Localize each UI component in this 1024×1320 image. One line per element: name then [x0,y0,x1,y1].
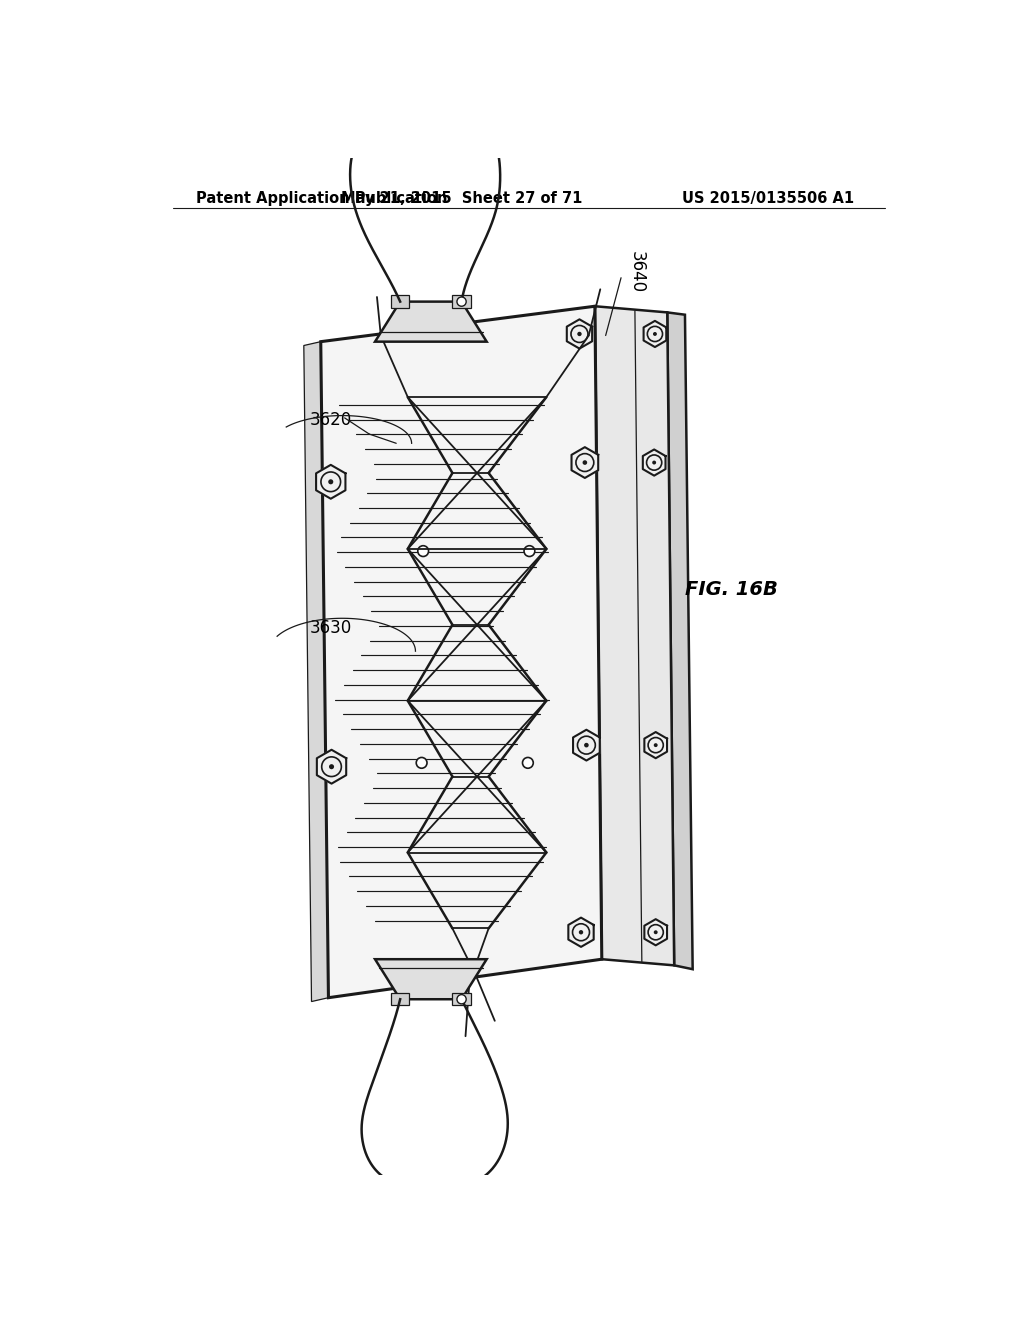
Text: 3620: 3620 [309,412,351,429]
Circle shape [418,545,429,557]
Text: 3640: 3640 [628,251,645,293]
Polygon shape [453,296,471,308]
Polygon shape [391,296,410,308]
Circle shape [578,331,582,337]
Polygon shape [375,302,486,342]
Circle shape [583,461,587,465]
Text: Patent Application Publication: Patent Application Publication [196,191,447,206]
Circle shape [522,758,534,768]
Polygon shape [568,917,594,946]
Circle shape [329,764,334,770]
Polygon shape [595,306,674,965]
Circle shape [457,995,466,1003]
Polygon shape [321,306,602,998]
Polygon shape [668,313,692,969]
Text: May 21, 2015  Sheet 27 of 71: May 21, 2015 Sheet 27 of 71 [341,191,583,206]
Polygon shape [304,342,329,1002]
Polygon shape [453,993,471,1006]
Polygon shape [316,750,346,784]
Text: 3630: 3630 [309,619,351,638]
Circle shape [653,743,657,747]
Text: US 2015/0135506 A1: US 2015/0135506 A1 [682,191,854,206]
Circle shape [416,758,427,768]
Polygon shape [571,447,598,478]
Circle shape [524,545,535,557]
Polygon shape [644,919,667,945]
Polygon shape [391,993,410,1006]
Circle shape [652,461,656,465]
Circle shape [579,931,584,935]
Polygon shape [316,465,345,499]
Circle shape [457,297,466,306]
Circle shape [653,931,657,935]
Polygon shape [644,733,667,758]
Polygon shape [375,960,486,999]
Circle shape [653,333,656,335]
Circle shape [329,479,333,484]
Polygon shape [644,321,667,347]
Text: FIG. 16B: FIG. 16B [685,579,778,599]
Circle shape [584,743,589,747]
Polygon shape [643,449,666,475]
Polygon shape [567,319,592,348]
Polygon shape [573,730,600,760]
